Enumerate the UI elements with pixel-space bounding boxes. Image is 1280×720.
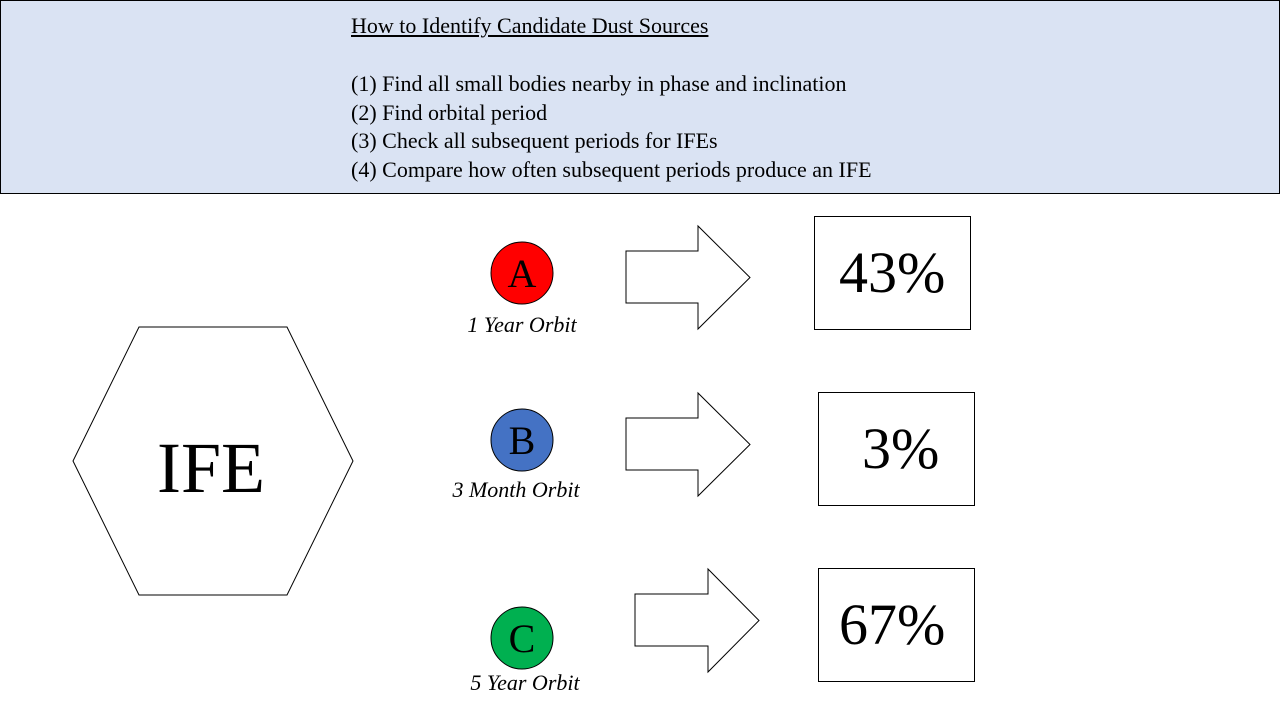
step-2: (2) Find orbital period xyxy=(351,99,548,125)
candidate-b-orbit-label: 3 Month Orbit xyxy=(452,477,580,502)
candidate-c-percent-box: 67% xyxy=(818,568,975,682)
candidate-c-orbit-label: 5 Year Orbit xyxy=(470,670,580,695)
candidate-a-orbit-label: 1 Year Orbit xyxy=(467,312,577,337)
candidate-c-circle xyxy=(490,606,554,670)
arrow-c xyxy=(634,567,760,674)
ife-hexagon xyxy=(72,326,354,596)
candidate-b-percent-box: 3% xyxy=(818,392,975,506)
candidate-a-letter: A xyxy=(508,251,537,296)
header-panel: How to Identify Candidate Dust Sources (… xyxy=(0,0,1280,194)
step-4: (4) Compare how often subsequent periods… xyxy=(351,156,872,182)
candidate-b-letter: B xyxy=(509,418,536,463)
arrow-a xyxy=(625,224,751,331)
candidate-a-percent: 43% xyxy=(839,240,946,305)
ife-label: IFE xyxy=(157,428,265,508)
candidate-b-percent: 3% xyxy=(862,416,940,481)
step-3: (3) Check all subsequent periods for IFE… xyxy=(351,128,718,153)
arrow-b xyxy=(625,391,751,498)
candidate-a-circle xyxy=(490,241,554,305)
step-1: (1) Find all small bodies nearby in phas… xyxy=(351,71,847,96)
candidate-c-letter: C xyxy=(509,616,536,661)
candidate-b-circle xyxy=(490,408,554,472)
steps-list: (1) Find all small bodies nearby in phas… xyxy=(351,70,872,184)
header-title: How to Identify Candidate Dust Sources xyxy=(351,13,709,38)
candidate-c-percent: 67% xyxy=(839,592,946,657)
candidate-a-percent-box: 43% xyxy=(814,216,971,330)
